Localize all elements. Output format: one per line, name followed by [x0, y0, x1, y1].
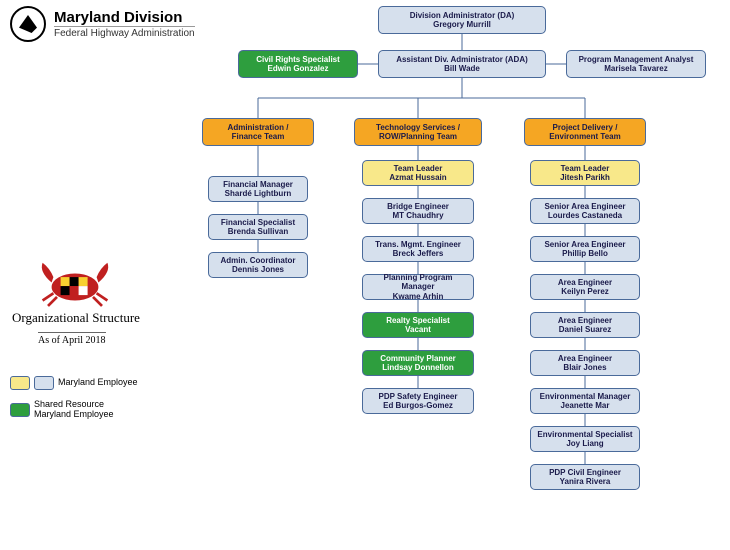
org-structure-title: Organizational Structure [12, 310, 140, 326]
node-name: Edwin Gonzalez [243, 64, 353, 73]
node-name: Environment Team [529, 132, 641, 141]
node-name: Jitesh Parikh [535, 173, 635, 182]
org-node-tl1: Team LeaderAzmat Hussain [362, 160, 474, 186]
node-name: Phillip Bello [535, 249, 635, 258]
node-role: PDP Civil Engineer [535, 468, 635, 477]
node-role: Area Engineer [535, 278, 635, 287]
node-name: Kwame Arhin [367, 292, 469, 301]
node-role: Financial Manager [213, 180, 303, 189]
page-title: Maryland Division [54, 9, 195, 26]
node-name: Keilyn Perez [535, 287, 635, 296]
node-name: Lindsay Donnellon [367, 363, 469, 372]
node-role: Administration / [207, 123, 309, 132]
org-node-admin_h: Administration /Finance Team [202, 118, 314, 146]
org-node-tech_h: Technology Services /ROW/Planning Team [354, 118, 482, 146]
legend-swatch-green [10, 403, 30, 417]
legend-swatch-blue [34, 376, 54, 390]
org-node-crs: Civil Rights SpecialistEdwin Gonzalez [238, 50, 358, 78]
node-role: Community Planner [367, 354, 469, 363]
org-node-sae2: Senior Area EngineerPhillip Bello [530, 236, 640, 262]
node-name: Bill Wade [383, 64, 541, 73]
node-role: Assistant Div. Administrator (ADA) [383, 55, 541, 64]
node-name: Joy Liang [535, 439, 635, 448]
org-node-fm: Financial ManagerShardé Lightburn [208, 176, 308, 202]
node-role: PDP Safety Engineer [367, 392, 469, 401]
node-name: Jeanette Mar [535, 401, 635, 410]
org-node-cp: Community PlannerLindsay Donnellon [362, 350, 474, 376]
node-role: Division Administrator (DA) [383, 11, 541, 20]
org-node-rs: Realty SpecialistVacant [362, 312, 474, 338]
org-node-fs: Financial SpecialistBrenda Sullivan [208, 214, 308, 240]
org-node-ae1: Area EngineerKeilyn Perez [530, 274, 640, 300]
node-name: Brenda Sullivan [213, 227, 303, 236]
node-role: Environmental Specialist [535, 430, 635, 439]
node-name: Yanira Rivera [535, 477, 635, 486]
node-role: Planning Program Manager [367, 273, 469, 291]
node-name: Vacant [367, 325, 469, 334]
org-node-pse: PDP Safety EngineerEd Burgos-Gomez [362, 388, 474, 414]
node-name: Lourdes Castaneda [535, 211, 635, 220]
org-node-pce: PDP Civil EngineerYanira Rivera [530, 464, 640, 490]
node-name: Blair Jones [535, 363, 635, 372]
org-structure-date: As of April 2018 [38, 332, 106, 346]
maryland-crab-icon [30, 255, 120, 310]
node-name: Ed Burgos-Gomez [367, 401, 469, 410]
node-name: Gregory Murrill [383, 20, 541, 29]
org-node-sae1: Senior Area EngineerLourdes Castaneda [530, 198, 640, 224]
node-name: MT Chaudhry [367, 211, 469, 220]
node-role: Senior Area Engineer [535, 240, 635, 249]
node-role: Senior Area Engineer [535, 202, 635, 211]
node-role: Area Engineer [535, 354, 635, 363]
node-name: ROW/Planning Team [359, 132, 477, 141]
node-role: Technology Services / [359, 123, 477, 132]
node-role: Team Leader [535, 164, 635, 173]
org-node-es: Environmental SpecialistJoy Liang [530, 426, 640, 452]
legend-swatch-yellow [10, 376, 30, 390]
node-role: Trans. Mgmt. Engineer [367, 240, 469, 249]
node-role: Environmental Manager [535, 392, 635, 401]
dot-logo [10, 6, 46, 42]
node-role: Team Leader [367, 164, 469, 173]
node-role: Realty Specialist [367, 316, 469, 325]
node-role: Bridge Engineer [367, 202, 469, 211]
legend-label: Shared Resource Maryland Employee [34, 400, 114, 420]
node-role: Financial Specialist [213, 218, 303, 227]
node-name: Dennis Jones [213, 265, 303, 274]
legend: Maryland Employee Shared Resource Maryla… [10, 376, 138, 430]
org-node-tme: Trans. Mgmt. EngineerBreck Jeffers [362, 236, 474, 262]
node-role: Admin. Coordinator [213, 256, 303, 265]
org-node-ae3: Area EngineerBlair Jones [530, 350, 640, 376]
node-role: Project Delivery / [529, 123, 641, 132]
node-name: Breck Jeffers [367, 249, 469, 258]
node-name: Daniel Suarez [535, 325, 635, 334]
org-node-em: Environmental ManagerJeanette Mar [530, 388, 640, 414]
legend-item-maryland: Maryland Employee [10, 376, 138, 390]
page-subtitle: Federal Highway Administration [54, 26, 195, 39]
legend-label: Maryland Employee [58, 378, 138, 388]
node-role: Program Management Analyst [571, 55, 701, 64]
node-role: Area Engineer [535, 316, 635, 325]
legend-item-shared: Shared Resource Maryland Employee [10, 400, 138, 420]
org-node-ae2: Area EngineerDaniel Suarez [530, 312, 640, 338]
node-name: Azmat Hussain [367, 173, 469, 182]
node-role: Civil Rights Specialist [243, 55, 353, 64]
org-node-be: Bridge EngineerMT Chaudhry [362, 198, 474, 224]
org-node-ac: Admin. CoordinatorDennis Jones [208, 252, 308, 278]
node-name: Finance Team [207, 132, 309, 141]
org-node-pma: Program Management AnalystMarisela Tavar… [566, 50, 706, 78]
org-node-proj_h: Project Delivery /Environment Team [524, 118, 646, 146]
header: Maryland Division Federal Highway Admini… [10, 6, 195, 42]
node-name: Shardé Lightburn [213, 189, 303, 198]
org-node-ppm: Planning Program ManagerKwame Arhin [362, 274, 474, 300]
org-node-da: Division Administrator (DA)Gregory Murri… [378, 6, 546, 34]
org-node-tl2: Team LeaderJitesh Parikh [530, 160, 640, 186]
org-node-ada: Assistant Div. Administrator (ADA)Bill W… [378, 50, 546, 78]
node-name: Marisela Tavarez [571, 64, 701, 73]
